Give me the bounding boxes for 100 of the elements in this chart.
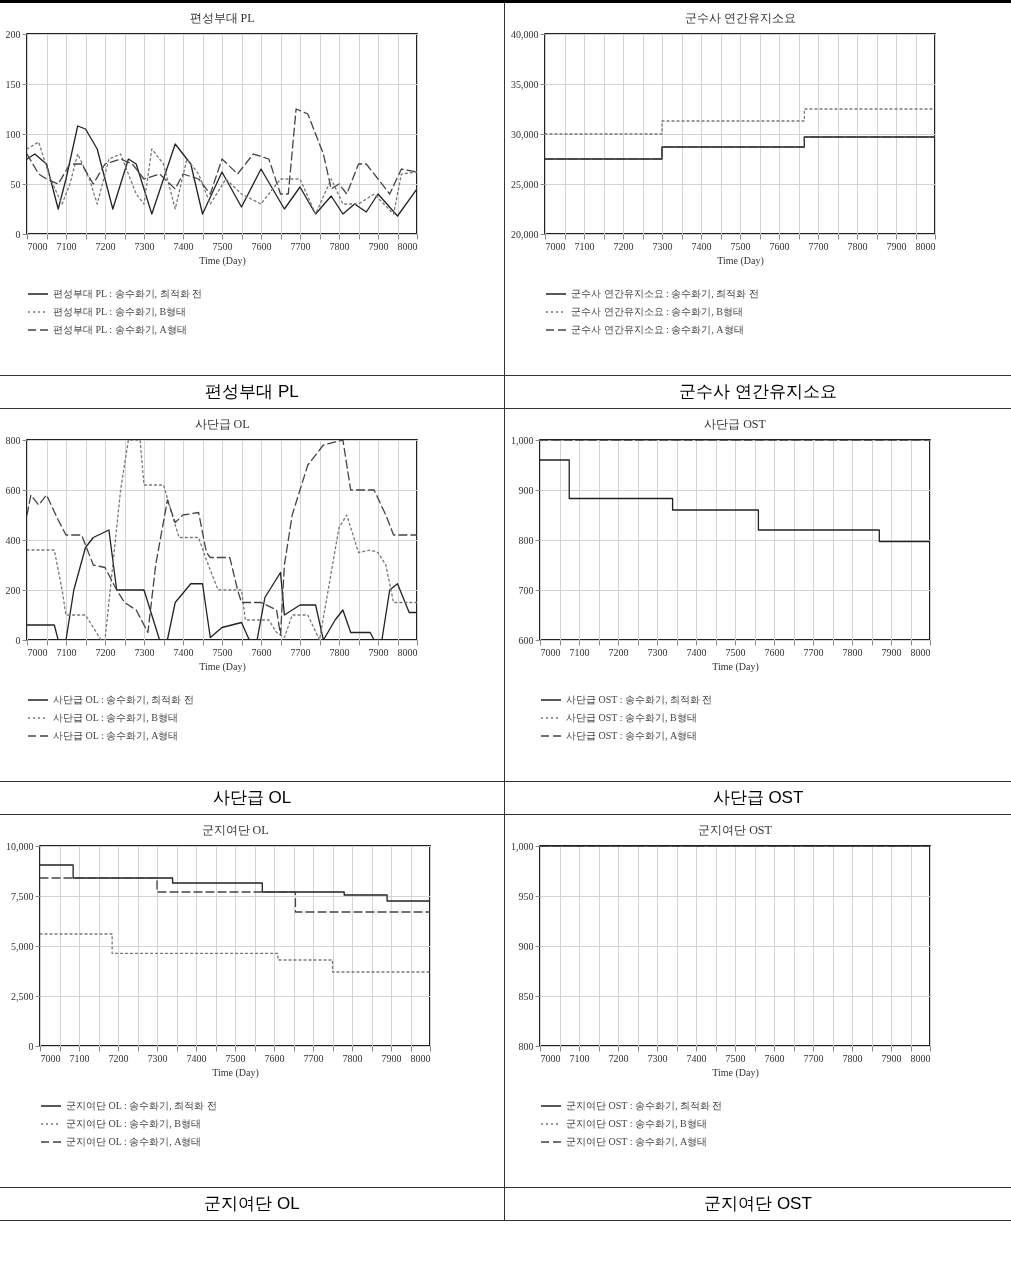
x-tick-label: 7700 [290,646,311,658]
y-tick-label: 850 [518,990,534,1002]
x-tick-label: 7600 [251,646,272,658]
x-tick-label: 7100 [56,646,77,658]
y-tick-label: 900 [518,940,534,952]
y-tick-label: 2,500 [11,990,34,1002]
x-tick-label: 7300 [647,1052,668,1064]
y-tick-label: 40,000 [511,28,539,40]
legend-label: 군지여단 OL : 송수화기, B형태 [66,1118,201,1129]
x-tick-label: 7500 [212,240,233,252]
y-tick-label: 800 [518,534,534,546]
y-tick-label: 800 [518,1040,534,1052]
x-tick-label: 7900 [886,240,907,252]
x-tick-label: 7000 [40,1052,61,1064]
legend-label: 사단급 OST : 송수화기, 최적화 전 [566,694,713,705]
x-tick-label: 7300 [647,646,668,658]
chart-title: 사단급 OST [704,417,767,431]
legend-label: 편성부대 PL : 송수화기, B형태 [53,306,187,317]
x-tick-label: 7200 [95,240,116,252]
x-axis-title: Time (Day) [212,1066,259,1079]
x-tick-label: 8000 [910,1052,931,1064]
chart-title: 군지여단 OL [201,823,269,837]
x-axis-title: Time (Day) [199,660,246,673]
x-tick-label: 8000 [397,646,418,658]
x-tick-label: 7900 [881,1052,902,1064]
legend-label: 군수사 연간유지소요 : 송수화기, 최적화 전 [571,288,759,299]
x-tick-label: 7600 [764,1052,785,1064]
x-tick-label: 7900 [381,1052,402,1064]
x-tick-label: 7000 [27,240,48,252]
legend-label: 사단급 OL : 송수화기, 최적화 전 [53,694,194,705]
x-tick-label: 7100 [574,240,595,252]
y-tick-label: 900 [518,484,534,496]
y-tick-label: 20,000 [511,228,539,240]
x-tick-label: 7800 [329,646,350,658]
x-tick-label: 7400 [686,646,707,658]
legend-label: 군수사 연간유지소요 : 송수화기, A형태 [571,324,744,335]
y-tick-label: 25,000 [511,178,539,190]
y-tick-label: 5,000 [11,940,34,952]
y-tick-label: 150 [5,78,21,90]
y-tick-label: 400 [5,534,21,546]
x-tick-label: 7600 [264,1052,285,1064]
legend-label: 군수사 연간유지소요 : 송수화기, B형태 [571,306,743,317]
y-tick-label: 0 [15,228,21,240]
x-tick-label: 7400 [691,240,712,252]
chart-title: 사단급 OL [194,417,250,431]
y-tick-label: 0 [28,1040,34,1052]
x-tick-label: 7800 [847,240,868,252]
y-tick-label: 30,000 [511,128,539,140]
text: 편성부대 PL [0,375,504,408]
chart-title: 편성부대 PL [189,11,255,25]
x-tick-label: 7400 [686,1052,707,1064]
x-tick-label: 7800 [329,240,350,252]
x-tick-label: 7500 [212,646,233,658]
y-tick-label: 7,500 [11,890,34,902]
x-axis-title: Time (Day) [199,254,246,267]
y-tick-label: 700 [518,584,534,596]
y-tick-label: 200 [5,28,21,40]
text: 사단급 OL [0,781,504,814]
y-tick-label: 200 [5,584,21,596]
x-tick-label: 8000 [910,646,931,658]
x-tick-label: 7800 [842,1052,863,1064]
legend-label: 군지여단 OL : 송수화기, A형태 [66,1136,202,1147]
y-tick-label: 1,000 [511,434,534,446]
y-tick-label: 1,000 [511,840,534,852]
x-tick-label: 7100 [56,240,77,252]
x-tick-label: 7500 [725,1052,746,1064]
x-tick-label: 7300 [134,240,155,252]
x-axis-title: Time (Day) [717,254,764,267]
x-tick-label: 7400 [173,240,194,252]
y-tick-label: 800 [5,434,21,446]
x-tick-label: 7700 [290,240,311,252]
x-tick-label: 7000 [545,240,566,252]
x-tick-label: 7300 [147,1052,168,1064]
legend-label: 사단급 OST : 송수화기, A형태 [566,730,698,741]
x-tick-label: 7700 [303,1052,324,1064]
y-tick-label: 950 [518,890,534,902]
text: 군지여단 OL [0,1187,504,1220]
x-axis-title: Time (Day) [712,1066,759,1079]
x-tick-label: 7000 [540,646,561,658]
x-tick-label: 7900 [368,646,389,658]
x-tick-label: 7800 [842,646,863,658]
legend-label: 편성부대 PL : 송수화기, A형태 [53,324,187,335]
x-tick-label: 7700 [803,1052,824,1064]
legend-label: 사단급 OL : 송수화기, A형태 [53,730,179,741]
y-tick-label: 0 [15,634,21,646]
text: 사단급 OST [505,781,1011,814]
text: 군지여단 OST [505,1187,1011,1220]
y-tick-label: 600 [5,484,21,496]
y-tick-label: 35,000 [511,78,539,90]
x-tick-label: 7200 [613,240,634,252]
text: 군수사 연간유지소요 [505,375,1011,408]
x-tick-label: 8000 [915,240,936,252]
x-tick-label: 7500 [225,1052,246,1064]
chart-title: 군수사 연간유지소요 [684,11,796,25]
x-tick-label: 7200 [108,1052,129,1064]
x-tick-label: 7400 [173,646,194,658]
legend-label: 군지여단 OST : 송수화기, A형태 [566,1136,708,1147]
y-tick-label: 600 [518,634,534,646]
y-tick-label: 100 [5,128,21,140]
x-tick-label: 7100 [569,1052,590,1064]
